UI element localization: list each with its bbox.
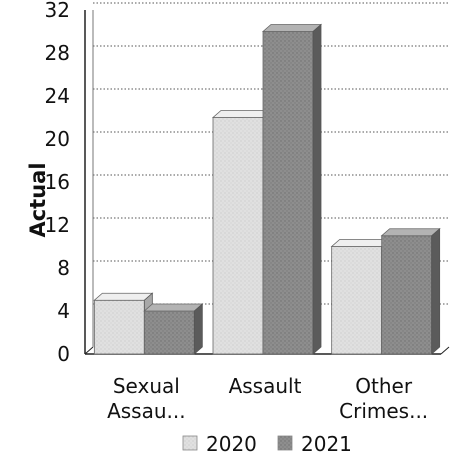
legend-item-2021: 2021 <box>277 432 352 456</box>
x-tick-label: Other Crimes... <box>339 374 428 423</box>
x-tick-label: Sexual Assau... <box>107 374 186 423</box>
legend-swatch <box>182 435 198 451</box>
y-tick-label: 12 <box>45 213 70 237</box>
bar-2020 <box>93 292 154 355</box>
y-tick-label: 0 <box>57 342 70 366</box>
y-tick-label: 20 <box>45 127 70 151</box>
bars <box>93 23 441 355</box>
bar-2020 <box>330 238 391 355</box>
y-tick-label: 32 <box>45 0 70 22</box>
legend-label: 2020 <box>206 432 257 456</box>
floor-edge <box>84 346 94 355</box>
bar-2021 <box>143 303 204 355</box>
legend-label: 2021 <box>301 432 352 456</box>
x-tick-label: Assault <box>229 374 302 398</box>
y-tick-label: 28 <box>45 41 70 65</box>
y-tick-label: 24 <box>45 84 70 108</box>
legend-item-2020: 2020 <box>182 432 257 456</box>
y-tick-label: 8 <box>57 256 70 280</box>
bar-2020 <box>211 109 273 355</box>
x-tick-labels: Sexual Assau... Assault Other Crimes... <box>107 374 428 423</box>
legend: 2020 2021 <box>182 432 352 456</box>
bar-2021 <box>380 227 441 355</box>
y-tick-labels: 0 4 8 12 16 20 24 28 32 <box>45 0 70 366</box>
y-tick-label: 16 <box>45 170 70 194</box>
y-tick-label: 4 <box>57 299 70 323</box>
y-axis-label: Actual <box>26 162 50 237</box>
legend-swatch <box>277 435 293 451</box>
bar-2021 <box>261 23 323 355</box>
floor-edge <box>440 346 450 355</box>
